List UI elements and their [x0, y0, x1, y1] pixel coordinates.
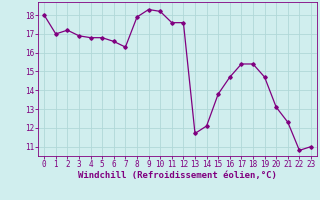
X-axis label: Windchill (Refroidissement éolien,°C): Windchill (Refroidissement éolien,°C) — [78, 171, 277, 180]
